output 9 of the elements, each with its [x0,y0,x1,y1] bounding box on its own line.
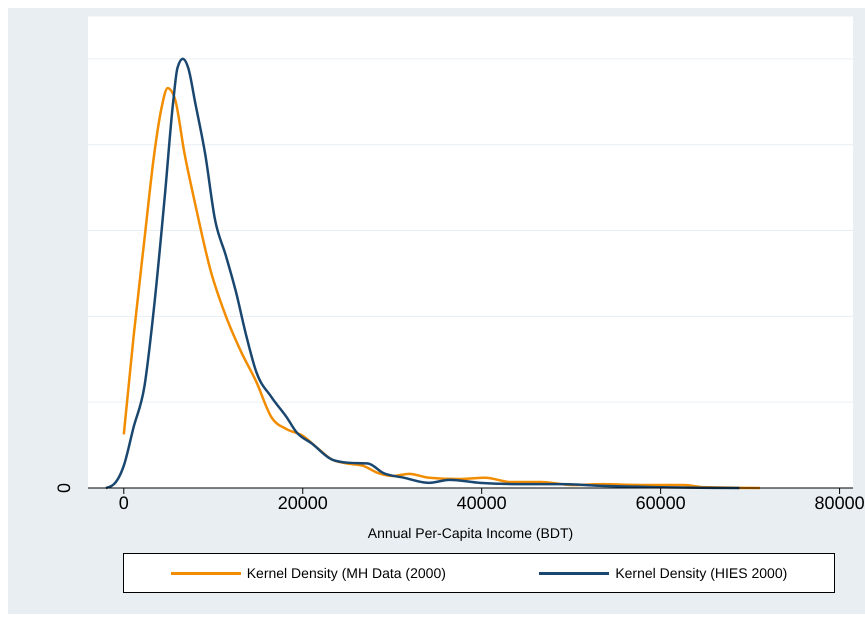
legend-label: Kernel Density (MH Data (2000) [246,565,446,581]
text: 0 [54,482,74,494]
x-tick-label: 20000 [278,492,328,513]
x-axis-title: Annual Per-Capita Income (BDT) [368,525,574,541]
x-tick-label: 0 [118,492,129,513]
x-tick-label: 60000 [636,492,686,513]
x-tick-label: 40000 [456,492,507,513]
legend-label: Kernel Density (HIES 2000) [615,565,788,581]
x-tick-label: 80000 [814,492,865,513]
